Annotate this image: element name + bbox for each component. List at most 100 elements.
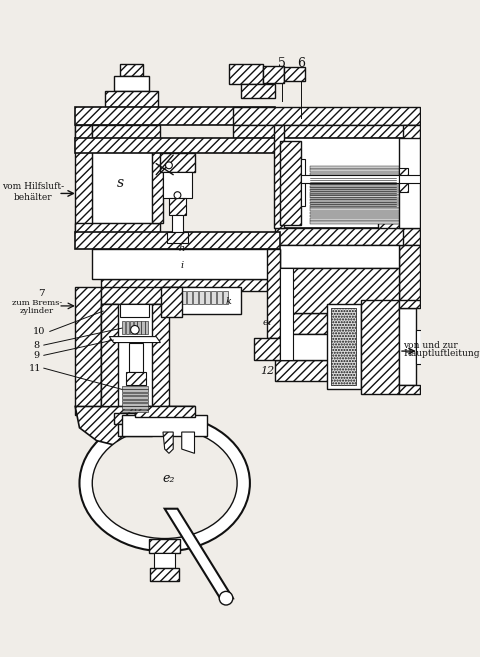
Polygon shape [118, 424, 152, 436]
Polygon shape [168, 198, 186, 215]
Polygon shape [122, 390, 147, 392]
Polygon shape [398, 175, 420, 183]
Polygon shape [160, 152, 194, 172]
Polygon shape [75, 125, 92, 232]
Polygon shape [133, 321, 137, 334]
Polygon shape [122, 399, 147, 402]
Polygon shape [75, 125, 101, 138]
Polygon shape [163, 172, 192, 198]
Polygon shape [309, 185, 398, 188]
Polygon shape [161, 287, 181, 317]
Polygon shape [275, 125, 420, 138]
Polygon shape [309, 173, 398, 175]
Polygon shape [309, 208, 398, 211]
Polygon shape [152, 304, 168, 407]
Polygon shape [152, 140, 163, 223]
Polygon shape [309, 215, 398, 217]
Polygon shape [222, 292, 227, 304]
Polygon shape [309, 189, 398, 191]
Text: Hauptluftleitung: Hauptluftleitung [402, 349, 479, 358]
Polygon shape [109, 336, 160, 342]
Polygon shape [275, 334, 398, 359]
Polygon shape [398, 309, 415, 385]
Text: 9: 9 [34, 351, 40, 360]
Text: s: s [117, 176, 124, 191]
Polygon shape [154, 553, 175, 568]
Circle shape [174, 192, 180, 198]
Polygon shape [326, 304, 360, 390]
Polygon shape [164, 509, 232, 599]
Polygon shape [122, 386, 147, 388]
Polygon shape [275, 227, 402, 244]
Text: von und zur: von und zur [402, 340, 457, 350]
Text: zum Brems-: zum Brems- [12, 298, 62, 307]
Polygon shape [137, 321, 141, 334]
Polygon shape [232, 125, 275, 138]
Polygon shape [262, 66, 283, 83]
Circle shape [131, 325, 139, 334]
Polygon shape [275, 138, 420, 227]
Polygon shape [228, 64, 262, 84]
Polygon shape [167, 232, 187, 243]
Polygon shape [122, 407, 147, 409]
Polygon shape [279, 141, 300, 225]
Text: h: h [178, 244, 184, 254]
Polygon shape [275, 269, 398, 313]
Text: 7: 7 [38, 290, 44, 298]
Polygon shape [171, 215, 183, 232]
Polygon shape [283, 67, 305, 81]
Polygon shape [92, 125, 160, 140]
Text: behälter: behälter [13, 193, 52, 202]
Polygon shape [105, 91, 157, 106]
Circle shape [165, 162, 172, 169]
Polygon shape [141, 321, 144, 334]
Polygon shape [75, 223, 160, 236]
Circle shape [219, 591, 232, 605]
Polygon shape [192, 292, 197, 304]
Polygon shape [150, 568, 179, 581]
Polygon shape [398, 244, 420, 304]
Polygon shape [309, 195, 398, 198]
Polygon shape [181, 432, 194, 453]
Polygon shape [198, 292, 204, 304]
Polygon shape [122, 393, 147, 396]
Polygon shape [122, 410, 147, 413]
Polygon shape [113, 76, 149, 91]
Polygon shape [266, 249, 279, 338]
Polygon shape [75, 138, 275, 152]
Text: e₂: e₂ [162, 472, 175, 486]
Text: vom Hilfsluft-: vom Hilfsluft- [1, 182, 63, 191]
Polygon shape [180, 292, 186, 304]
Polygon shape [75, 407, 194, 445]
Polygon shape [210, 292, 216, 304]
Text: 8: 8 [34, 340, 40, 350]
Polygon shape [204, 292, 209, 304]
Polygon shape [300, 175, 402, 183]
Polygon shape [275, 313, 398, 334]
Polygon shape [309, 202, 398, 204]
Polygon shape [122, 396, 147, 399]
Text: 12: 12 [259, 366, 274, 376]
Polygon shape [216, 292, 221, 304]
Polygon shape [241, 84, 275, 98]
Polygon shape [279, 269, 292, 359]
Polygon shape [398, 168, 407, 192]
Polygon shape [126, 373, 145, 385]
Text: 11: 11 [29, 363, 41, 373]
Polygon shape [122, 403, 147, 405]
Text: 10: 10 [32, 327, 45, 336]
Polygon shape [377, 223, 420, 244]
Polygon shape [12, 49, 420, 608]
Polygon shape [120, 304, 149, 317]
Polygon shape [309, 205, 398, 208]
Ellipse shape [92, 428, 237, 539]
Polygon shape [300, 160, 305, 206]
Ellipse shape [79, 415, 250, 551]
Polygon shape [309, 176, 398, 179]
Polygon shape [309, 192, 398, 194]
Polygon shape [122, 321, 125, 334]
Text: i: i [180, 261, 183, 271]
Polygon shape [309, 179, 398, 182]
Polygon shape [113, 413, 156, 424]
Polygon shape [309, 170, 398, 172]
